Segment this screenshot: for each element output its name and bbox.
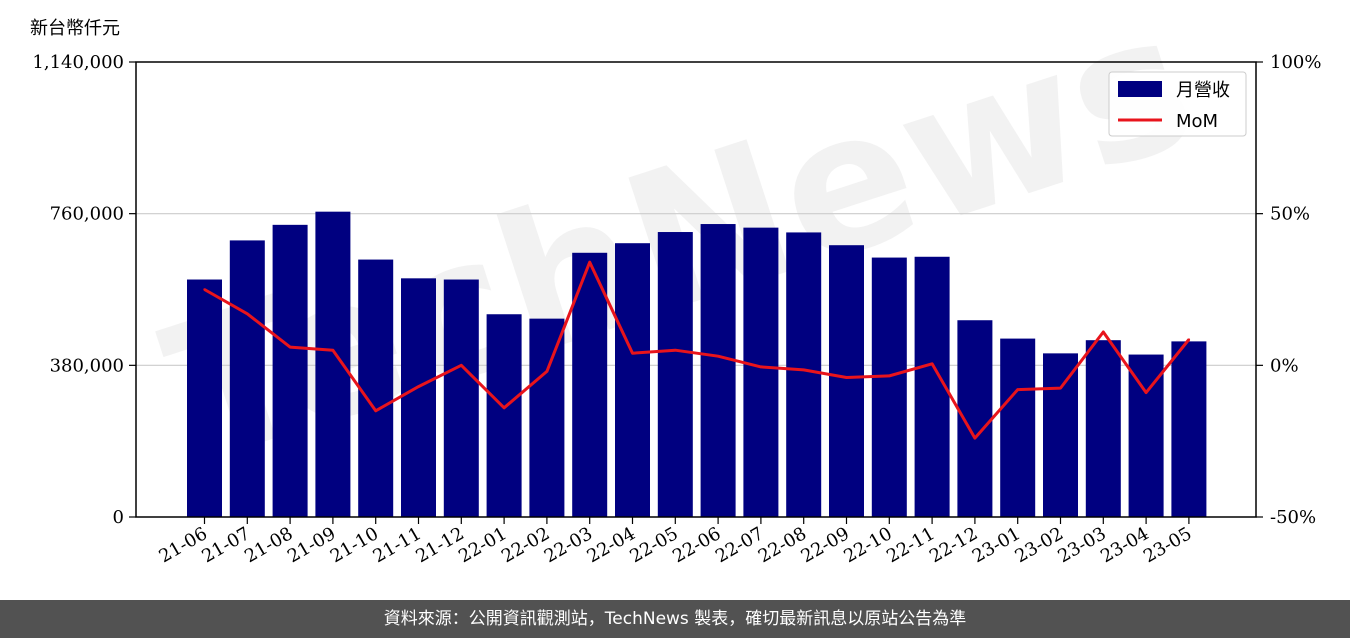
x-tick-label-22-10: 22-10 — [840, 523, 895, 567]
mom-point-22-07 — [759, 365, 763, 369]
mom-point-21-12 — [460, 364, 463, 367]
bar-23-05 — [1171, 341, 1207, 517]
mom-point-21-11 — [417, 385, 420, 388]
bar-21-07 — [229, 240, 265, 517]
x-tick-label-22-08: 22-08 — [755, 523, 810, 567]
left-tick-label: 760,000 — [50, 204, 124, 225]
x-tick-label-22-09: 22-09 — [798, 523, 853, 567]
x-tick-label-22-05: 22-05 — [626, 523, 681, 567]
mom-point-21-10 — [374, 409, 377, 413]
bar-22-08 — [786, 232, 822, 517]
mom-point-21-06 — [203, 288, 206, 291]
mom-point-22-06 — [716, 355, 720, 358]
x-tick-label-21-07: 21-07 — [198, 523, 253, 567]
bar-21-12 — [443, 279, 479, 517]
left-tick-label: 1,140,000 — [32, 52, 124, 73]
x-tick-label-22-06: 22-06 — [669, 523, 724, 567]
right-tick-label: 0% — [1270, 355, 1299, 376]
bar-21-06 — [187, 279, 222, 517]
bar-21-08 — [272, 224, 308, 517]
source-footer: 資料來源：公開資訊觀測站，TechNews 製表，確切最新訊息以原站公告為準 — [0, 600, 1350, 638]
bar-21-10 — [358, 259, 394, 517]
x-tick-label-22-03: 22-03 — [541, 523, 596, 567]
plot-frame — [135, 61, 1257, 518]
bar-22-06 — [700, 224, 736, 517]
x-tick-label-21-11: 21-11 — [370, 523, 425, 567]
bar-22-03 — [572, 252, 608, 517]
bar-23-01 — [1000, 338, 1036, 517]
bar-22-02 — [529, 318, 565, 517]
x-tick-label-23-04: 23-04 — [1097, 523, 1152, 567]
mom-point-23-03 — [1102, 330, 1105, 334]
mom-point-22-02 — [545, 370, 549, 373]
x-tick-label-22-01: 22-01 — [455, 523, 510, 567]
x-tick-label-23-05: 23-05 — [1140, 523, 1195, 567]
mom-point-23-02 — [1059, 386, 1062, 390]
mom-point-22-08 — [802, 368, 805, 372]
mom-point-22-03 — [588, 261, 591, 264]
x-tick-label-23-01: 23-01 — [969, 523, 1024, 567]
mom-point-22-05 — [674, 348, 677, 352]
mom-point-23-04 — [1144, 391, 1148, 394]
chart: TechNews 0380,000760,0001,140,000-50%0%5… — [32, 0, 1321, 567]
x-tick-label-22-07: 22-07 — [712, 523, 767, 567]
right-tick-label: 100% — [1270, 52, 1321, 73]
bar-23-04 — [1128, 354, 1164, 517]
bar-22-01 — [486, 314, 522, 517]
bar-23-02 — [1043, 353, 1078, 517]
y-axis-unit-label: 新台幣仟元 — [30, 18, 120, 39]
bar-23-03 — [1085, 340, 1121, 517]
mom-point-22-01 — [502, 406, 506, 409]
bar-22-05 — [657, 232, 693, 518]
mom-point-21-09 — [331, 348, 335, 352]
bar-21-11 — [401, 278, 436, 517]
x-tick-label-21-10: 21-10 — [327, 523, 382, 567]
mom-point-22-04 — [631, 352, 634, 355]
mom-line-layer — [203, 260, 1191, 440]
bar-22-07 — [743, 227, 779, 517]
legend: 月營收 MoM — [1108, 71, 1247, 137]
mom-point-21-08 — [288, 345, 292, 349]
left-tick-label: 0 — [113, 507, 124, 528]
bar-22-04 — [615, 243, 650, 517]
mom-point-23-05 — [1187, 338, 1191, 341]
mom-point-22-12 — [973, 436, 977, 440]
left-tick-label: 380,000 — [50, 355, 124, 376]
mom-point-21-07 — [246, 312, 249, 315]
legend-label-revenue: 月營收 — [1176, 80, 1230, 101]
x-tick-label-22-02: 22-02 — [498, 523, 553, 567]
bar-22-09 — [829, 245, 864, 517]
x-tick-label-23-03: 23-03 — [1054, 523, 1109, 567]
x-tick-label-22-04: 22-04 — [584, 523, 639, 567]
mom-line — [203, 260, 1191, 440]
x-tick-label-23-02: 23-02 — [1012, 523, 1067, 567]
mom-point-22-09 — [845, 376, 848, 379]
legend-swatch-bar — [1118, 81, 1162, 97]
x-tick-label-21-06: 21-06 — [156, 523, 211, 567]
legend-label-mom: MoM — [1176, 111, 1218, 132]
mom-point-22-10 — [888, 374, 891, 378]
bar-22-10 — [871, 257, 907, 517]
x-tick-label-22-12: 22-12 — [926, 523, 981, 567]
mom-point-22-11 — [930, 362, 934, 366]
bar-21-09 — [315, 211, 351, 517]
x-tick-label-21-12: 21-12 — [412, 523, 467, 567]
right-tick-label: 50% — [1270, 204, 1310, 225]
mom-point-23-01 — [1016, 388, 1019, 391]
x-tick-label-21-08: 21-08 — [241, 523, 296, 567]
right-tick-label: -50% — [1270, 507, 1316, 528]
x-tick-label-21-09: 21-09 — [284, 523, 339, 567]
x-tick-label-22-11: 22-11 — [883, 523, 938, 567]
